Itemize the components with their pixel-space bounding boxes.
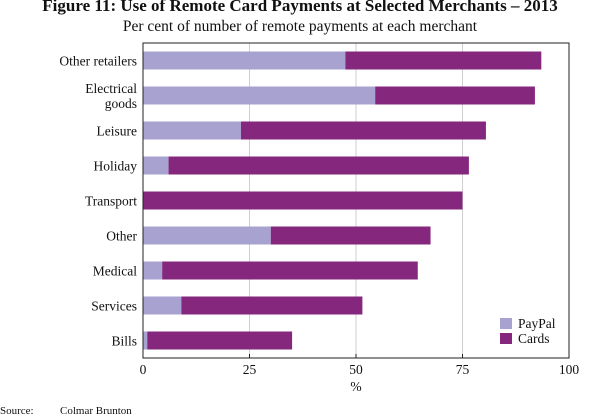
- bar-cards-6: [162, 261, 418, 280]
- category-label: Holiday: [94, 159, 138, 174]
- category-label: Services: [91, 299, 137, 314]
- category-label: Leisure: [97, 124, 137, 139]
- legend-swatch-cards: [500, 333, 512, 344]
- bar-cards-7: [181, 296, 363, 315]
- x-tick-label: 75: [456, 362, 470, 377]
- x-tick-label: 50: [349, 362, 363, 377]
- bar-paypal-5: [143, 226, 271, 245]
- category-label: Medical: [93, 264, 137, 279]
- category-label: Electrical: [85, 81, 137, 96]
- legend-label-cards: Cards: [518, 331, 550, 346]
- source-label: Source:: [0, 405, 34, 417]
- category-label: Transport: [85, 194, 137, 209]
- bar-paypal-1: [143, 86, 376, 105]
- bar-paypal-7: [143, 296, 182, 315]
- bar-cards-1: [375, 86, 535, 105]
- bar-paypal-6: [143, 261, 163, 280]
- bar-cards-5: [270, 226, 431, 245]
- bar-cards-8: [147, 331, 293, 350]
- legend-swatch-paypal: [500, 318, 512, 329]
- bar-cards-3: [168, 156, 469, 175]
- bar-paypal-3: [143, 156, 169, 175]
- bar-cards-0: [345, 51, 542, 70]
- bar-paypal-8: [143, 331, 148, 350]
- x-tick-label: 100: [559, 362, 580, 377]
- x-axis-label: %: [350, 379, 361, 394]
- bar-cards-4: [143, 191, 463, 210]
- bar-paypal-0: [143, 51, 346, 70]
- legend-label-paypal: PayPal: [518, 316, 556, 331]
- category-label: goods: [105, 96, 137, 111]
- category-label: Other: [106, 229, 137, 244]
- chart-subtitle: Per cent of number of remote payments at…: [122, 18, 478, 35]
- chart-title: Figure 11: Use of Remote Card Payments a…: [42, 0, 558, 15]
- category-label: Other retailers: [59, 54, 137, 69]
- source-text: Colmar Brunton: [60, 405, 132, 417]
- x-tick-label: 25: [243, 362, 257, 377]
- category-label: Bills: [111, 334, 137, 349]
- bar-cards-2: [240, 121, 486, 140]
- source-note: Source: Colmar Brunton: [0, 405, 132, 418]
- bar-paypal-2: [143, 121, 241, 140]
- x-tick-label: 0: [140, 362, 147, 377]
